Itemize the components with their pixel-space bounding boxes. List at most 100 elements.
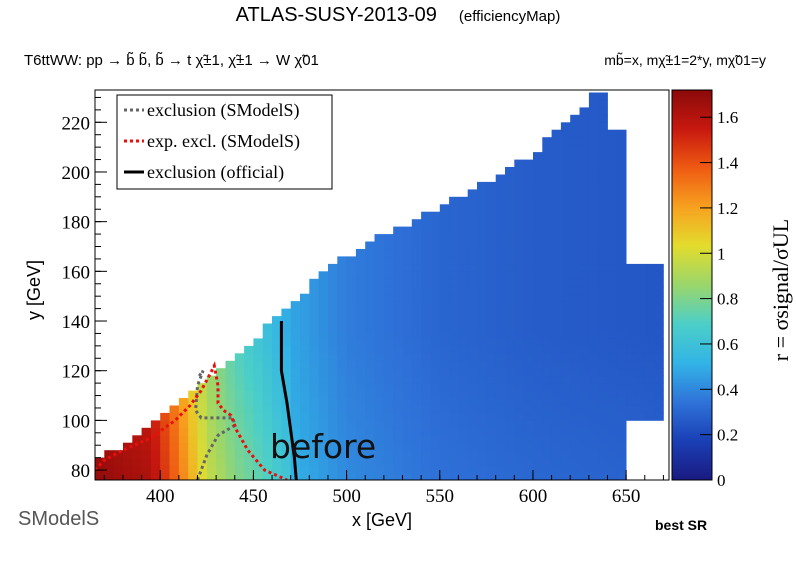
- heatmap-cell: [467, 196, 478, 205]
- heatmap-cell: [458, 427, 469, 436]
- heatmap-cell: [439, 375, 450, 384]
- heatmap-cell: [355, 390, 366, 399]
- heatmap-cell: [449, 360, 459, 369]
- heatmap-cell: [365, 412, 375, 421]
- heatmap-cell: [383, 465, 394, 473]
- heatmap-cell: [300, 442, 310, 451]
- legend-entry: exp. excl. (SModelS): [147, 131, 300, 152]
- heatmap-cell: [169, 420, 180, 429]
- heatmap-cell: [598, 420, 608, 429]
- heatmap-cell: [150, 450, 161, 459]
- heatmap-cell: [169, 427, 180, 436]
- heatmap-cell: [598, 144, 608, 153]
- heatmap-cell: [579, 405, 590, 414]
- heatmap-cell: [365, 383, 375, 391]
- heatmap-cell: [551, 293, 562, 302]
- heatmap-cell: [616, 420, 627, 429]
- heatmap-cell: [598, 129, 608, 138]
- heatmap-cell: [514, 420, 524, 429]
- heatmap-cell: [318, 427, 329, 436]
- heatmap-cell: [588, 465, 599, 473]
- heatmap-cell: [169, 442, 180, 451]
- heatmap-cell: [393, 368, 403, 377]
- y-tick-label: 120: [62, 362, 91, 383]
- heatmap-cell: [477, 331, 487, 339]
- heatmap-cell: [402, 331, 413, 339]
- y-tick-label: 220: [62, 113, 91, 134]
- heatmap-cell: [411, 450, 422, 459]
- legend-entry: exclusion (official): [147, 162, 284, 183]
- heatmap-cell: [616, 435, 627, 444]
- heatmap-cell: [160, 450, 170, 459]
- heatmap-cell: [579, 331, 590, 339]
- heatmap-cell: [281, 316, 292, 324]
- heatmap-cell: [598, 137, 608, 146]
- heatmap-cell: [365, 465, 375, 473]
- heatmap-cell: [542, 435, 552, 444]
- heatmap-cell: [560, 174, 571, 183]
- heatmap-cell: [160, 435, 170, 444]
- heatmap-cell: [523, 338, 534, 347]
- heatmap-cell: [365, 286, 375, 295]
- heatmap-cell: [560, 152, 571, 160]
- heatmap-cell: [635, 383, 646, 391]
- heatmap-cells: [95, 92, 664, 480]
- heatmap-cell: [523, 181, 534, 190]
- heatmap-cell: [458, 211, 469, 220]
- heatmap-cell: [505, 271, 515, 280]
- heatmap-cell: [262, 383, 273, 391]
- heatmap-cell: [290, 345, 301, 354]
- heatmap-cell: [579, 390, 590, 399]
- heatmap-cell: [300, 293, 310, 302]
- heatmap-cell: [458, 383, 469, 391]
- heatmap-cell: [328, 472, 338, 480]
- heatmap-cell: [402, 383, 413, 391]
- heatmap-cell: [402, 263, 413, 272]
- heatmap-cell: [328, 390, 338, 399]
- heatmap-cell: [588, 99, 599, 108]
- heatmap-cell: [346, 465, 357, 473]
- heatmap-cell: [579, 263, 590, 272]
- heatmap-cell: [411, 323, 422, 332]
- heatmap-cell: [570, 412, 580, 421]
- heatmap-cell: [560, 234, 571, 242]
- heatmap-cell: [616, 249, 627, 257]
- overlay-text: before: [270, 427, 376, 466]
- z-tick-label: 0.4: [717, 380, 739, 399]
- heatmap-cell: [505, 316, 515, 324]
- heatmap-cell: [607, 472, 618, 480]
- heatmap-cell: [197, 390, 208, 399]
- heatmap-cell: [281, 331, 292, 339]
- heatmap-cell: [262, 390, 273, 399]
- heatmap-cell: [495, 442, 506, 451]
- heatmap-cell: [216, 427, 226, 436]
- heatmap-cell: [560, 249, 571, 257]
- heatmap-cell: [588, 412, 599, 421]
- heatmap-cell: [644, 360, 655, 369]
- heatmap-cell: [402, 249, 413, 257]
- heatmap-cell: [346, 271, 357, 280]
- heatmap-cell: [598, 427, 608, 436]
- heatmap-cell: [244, 420, 254, 429]
- heatmap-cell: [355, 457, 366, 466]
- heatmap-cell: [551, 316, 562, 324]
- heatmap-cell: [486, 226, 497, 235]
- heatmap-cell: [262, 345, 273, 354]
- heatmap-cell: [309, 353, 319, 362]
- heatmap-cell: [542, 360, 552, 369]
- heatmap-cell: [495, 450, 506, 459]
- heatmap-cell: [560, 129, 571, 138]
- heatmap-cell: [290, 412, 301, 421]
- heatmap-cell: [467, 368, 478, 377]
- heatmap-cell: [309, 390, 319, 399]
- z-tick-label: 1: [717, 244, 726, 263]
- heatmap-cell: [281, 338, 292, 347]
- heatmap-cell: [374, 323, 385, 332]
- heatmap-cell: [253, 398, 264, 406]
- heatmap-cell: [346, 301, 357, 309]
- x-tick-label: 400: [146, 486, 175, 507]
- heatmap-cell: [197, 442, 208, 451]
- heatmap-cell: [477, 271, 487, 280]
- heatmap-cell: [421, 234, 431, 242]
- heatmap-cell: [467, 390, 478, 399]
